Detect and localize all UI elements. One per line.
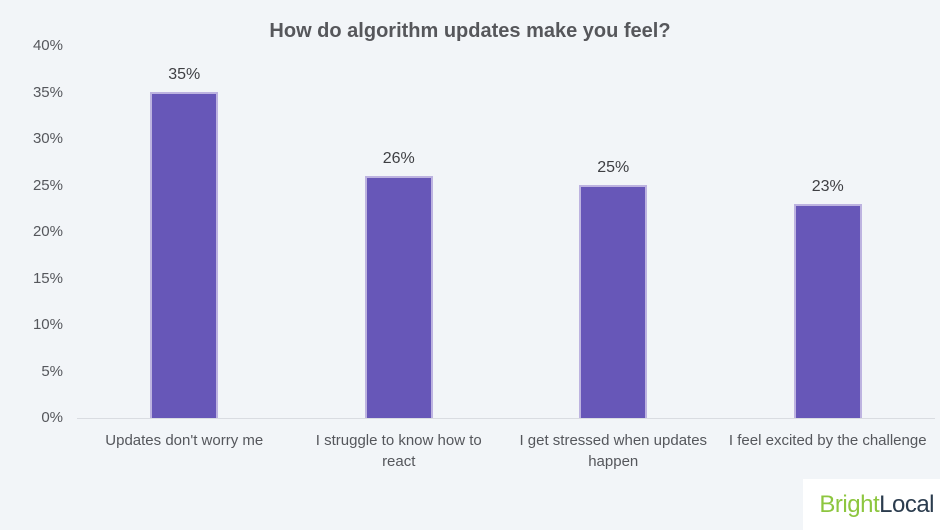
y-axis-tick-label: 0% [41,409,63,426]
x-axis-category-label: Updates don't worry me [105,432,264,449]
x-axis-category-label: I struggle to know how to react [315,432,482,470]
x-axis-category-label: I get stressed when updates happen [519,432,708,470]
logo-word-bright: Bright [819,490,880,518]
brightlocal-logo-text: BrightLocal [819,491,934,519]
bar-value-label: 25% [597,159,630,176]
y-axis-tick-label: 10% [32,316,63,333]
x-axis-category-label: I feel excited by the challenge [728,432,927,449]
bar-2[interactable] [364,176,433,418]
logo-word-local: Local [879,490,934,518]
chart-title: How do algorithm updates make you feel? [269,20,671,42]
y-axis-tick-label: 35% [32,83,63,101]
x-axis-line [77,418,935,419]
bar-4[interactable] [793,204,862,418]
brightlocal-logo: BrightLocal [803,479,940,530]
bar-3[interactable] [579,185,648,418]
y-axis-tick-label: 25% [32,176,63,194]
bar-value-label: 23% [811,178,844,195]
y-axis-tick-label: 40% [32,37,63,54]
y-axis-tick-label: 15% [32,269,63,287]
bar-value-label: 26% [382,150,415,167]
y-axis-tick-label: 5% [41,362,63,380]
bar-value-label: 35% [168,66,201,83]
bar-1[interactable] [150,92,219,418]
y-axis-tick-label: 30% [32,130,63,147]
y-axis-tick-label: 20% [32,223,63,240]
